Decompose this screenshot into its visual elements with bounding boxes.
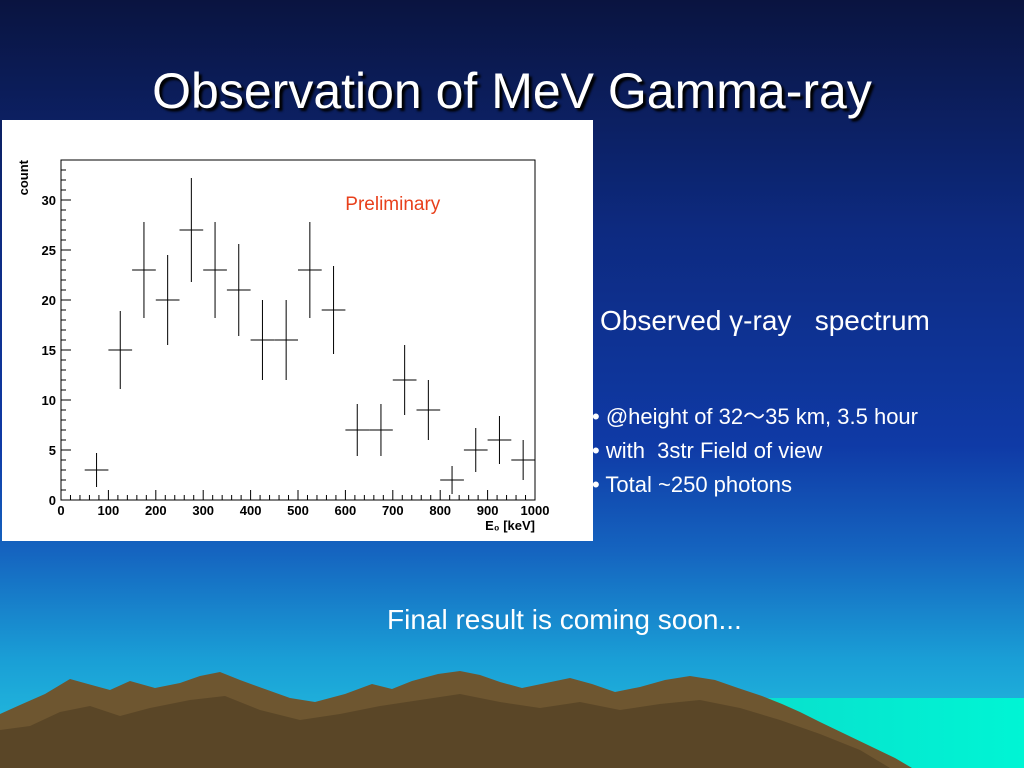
x-tick-label: 100	[98, 503, 120, 518]
bullet-total-photons: • Total ~250 photons	[592, 472, 792, 497]
data-point	[416, 380, 441, 440]
x-tick-label: 900	[477, 503, 499, 518]
x-tick-label: 300	[192, 503, 214, 518]
final-result-note: Final result is coming soon...	[387, 604, 742, 635]
y-tick-label: 15	[42, 343, 56, 358]
data-point	[345, 404, 370, 456]
y-tick-label: 30	[42, 193, 56, 208]
x-tick-label: 700	[382, 503, 404, 518]
data-point	[440, 466, 464, 494]
x-axis-label: E₀ [keV]	[485, 518, 535, 533]
data-point	[250, 300, 275, 380]
data-point	[226, 244, 251, 336]
x-tick-label: 200	[145, 503, 167, 518]
data-point	[132, 222, 156, 318]
data-point	[274, 300, 298, 380]
data-point	[179, 178, 204, 282]
preliminary-label: Preliminary	[345, 194, 441, 215]
data-point	[203, 222, 227, 318]
data-point	[392, 345, 417, 415]
spectrum-caption: Observed γ-ray spectrum	[600, 305, 930, 336]
data-point	[511, 440, 535, 480]
data-point	[84, 453, 109, 487]
bullet-field-of-view: • with 3str Field of view	[592, 438, 823, 463]
mountain-shadow	[0, 694, 890, 768]
y-axis-label: count	[16, 159, 31, 195]
y-tick-label: 10	[42, 393, 56, 408]
data-point	[487, 416, 512, 464]
data-point	[155, 255, 180, 345]
data-point	[321, 266, 346, 354]
data-point	[369, 404, 393, 456]
x-tick-label: 500	[287, 503, 309, 518]
spectrum-plot: 0 100 200 300 400 500 600 700 800 900 1000 0 5 10 15 20…	[16, 159, 550, 533]
y-tick-label: 25	[42, 243, 56, 258]
slide-title: Observation of MeV Gamma-ray	[152, 63, 872, 119]
y-tick-label: 20	[42, 293, 56, 308]
data-point	[108, 311, 133, 389]
x-tick-label: 1000	[521, 503, 550, 518]
data-point	[463, 428, 488, 472]
data-point	[298, 222, 322, 318]
x-tick-label: 600	[335, 503, 357, 518]
observation-bullets: • @height of 32～35 km, 3.5 hour • with 3…	[592, 400, 918, 502]
x-tick-label: 0	[57, 503, 64, 518]
plot-frame	[60, 159, 536, 501]
x-tick-label: 800	[429, 503, 451, 518]
x-tick-label: 400	[240, 503, 262, 518]
mountain-landscape	[0, 671, 1024, 768]
y-tick-label: 5	[49, 443, 56, 458]
y-tick-label: 0	[49, 493, 56, 508]
spectrum-plot-panel: 0 100 200 300 400 500 600 700 800 900 1000 0 5 10 15 20…	[2, 120, 593, 541]
bullet-height: • @height of 32～35 km, 3.5 hour	[592, 404, 918, 429]
